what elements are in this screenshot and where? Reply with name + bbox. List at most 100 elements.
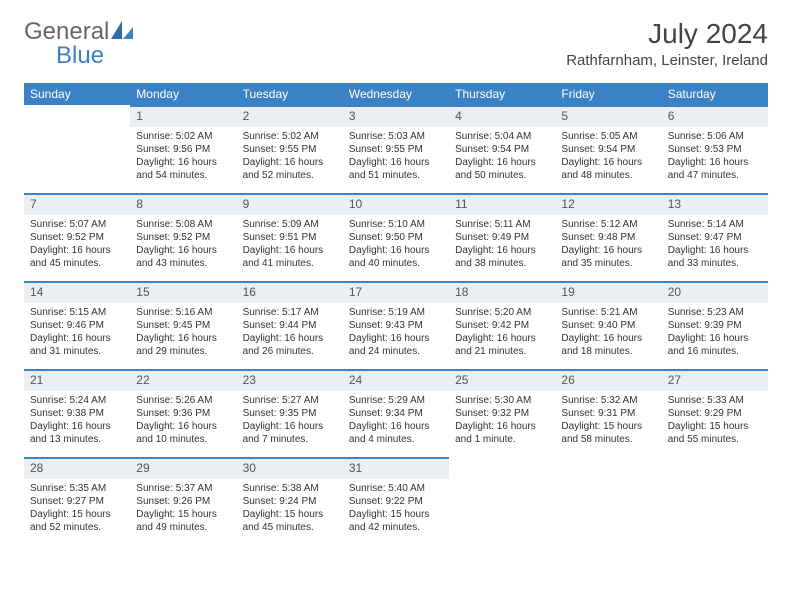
day-number: 29 — [130, 457, 236, 479]
header: General July 2024 Rathfarnham, Leinster,… — [24, 18, 768, 69]
calendar: SundayMondayTuesdayWednesdayThursdayFrid… — [24, 83, 768, 545]
day-number: 12 — [555, 193, 661, 215]
calendar-row: 14Sunrise: 5:15 AMSunset: 9:46 PMDayligh… — [24, 281, 768, 369]
day-number: 18 — [449, 281, 555, 303]
sunset-line: Sunset: 9:46 PM — [30, 319, 124, 332]
daylight-line: Daylight: 16 hours and 24 minutes. — [349, 332, 443, 358]
weekday-header: Wednesday — [343, 83, 449, 105]
daylight-line: Daylight: 16 hours and 7 minutes. — [243, 420, 337, 446]
sunrise-line: Sunrise: 5:08 AM — [136, 218, 230, 231]
sunrise-line: Sunrise: 5:16 AM — [136, 306, 230, 319]
day-body: Sunrise: 5:24 AMSunset: 9:38 PMDaylight:… — [24, 391, 130, 450]
day-cell: 18Sunrise: 5:20 AMSunset: 9:42 PMDayligh… — [449, 281, 555, 369]
daylight-line: Daylight: 15 hours and 45 minutes. — [243, 508, 337, 534]
day-body: Sunrise: 5:06 AMSunset: 9:53 PMDaylight:… — [662, 127, 768, 186]
sunrise-line: Sunrise: 5:05 AM — [561, 130, 655, 143]
daylight-line: Daylight: 16 hours and 51 minutes. — [349, 156, 443, 182]
day-number: 26 — [555, 369, 661, 391]
day-body: Sunrise: 5:30 AMSunset: 9:32 PMDaylight:… — [449, 391, 555, 450]
sunset-line: Sunset: 9:22 PM — [349, 495, 443, 508]
day-cell: 19Sunrise: 5:21 AMSunset: 9:40 PMDayligh… — [555, 281, 661, 369]
day-cell: 7Sunrise: 5:07 AMSunset: 9:52 PMDaylight… — [24, 193, 130, 281]
sunrise-line: Sunrise: 5:11 AM — [455, 218, 549, 231]
day-body: Sunrise: 5:19 AMSunset: 9:43 PMDaylight:… — [343, 303, 449, 362]
day-number: 1 — [130, 105, 236, 127]
daylight-line: Daylight: 16 hours and 48 minutes. — [561, 156, 655, 182]
sunrise-line: Sunrise: 5:02 AM — [243, 130, 337, 143]
sunrise-line: Sunrise: 5:10 AM — [349, 218, 443, 231]
daylight-line: Daylight: 15 hours and 42 minutes. — [349, 508, 443, 534]
daylight-line: Daylight: 16 hours and 29 minutes. — [136, 332, 230, 358]
day-body: Sunrise: 5:32 AMSunset: 9:31 PMDaylight:… — [555, 391, 661, 450]
daylight-line: Daylight: 15 hours and 49 minutes. — [136, 508, 230, 534]
daylight-line: Daylight: 16 hours and 43 minutes. — [136, 244, 230, 270]
day-cell: 28Sunrise: 5:35 AMSunset: 9:27 PMDayligh… — [24, 457, 130, 545]
sunset-line: Sunset: 9:27 PM — [30, 495, 124, 508]
title-block: July 2024 Rathfarnham, Leinster, Ireland — [566, 18, 768, 69]
sunset-line: Sunset: 9:29 PM — [668, 407, 762, 420]
sunset-line: Sunset: 9:50 PM — [349, 231, 443, 244]
weekday-header: Thursday — [449, 83, 555, 105]
daylight-line: Daylight: 16 hours and 33 minutes. — [668, 244, 762, 270]
weekday-header: Sunday — [24, 83, 130, 105]
day-cell: 22Sunrise: 5:26 AMSunset: 9:36 PMDayligh… — [130, 369, 236, 457]
day-body: Sunrise: 5:21 AMSunset: 9:40 PMDaylight:… — [555, 303, 661, 362]
sunset-line: Sunset: 9:52 PM — [136, 231, 230, 244]
day-body: Sunrise: 5:03 AMSunset: 9:55 PMDaylight:… — [343, 127, 449, 186]
day-body: Sunrise: 5:02 AMSunset: 9:56 PMDaylight:… — [130, 127, 236, 186]
calendar-row: 7Sunrise: 5:07 AMSunset: 9:52 PMDaylight… — [24, 193, 768, 281]
sunset-line: Sunset: 9:40 PM — [561, 319, 655, 332]
sunset-line: Sunset: 9:34 PM — [349, 407, 443, 420]
weekday-row: SundayMondayTuesdayWednesdayThursdayFrid… — [24, 83, 768, 105]
day-cell: 31Sunrise: 5:40 AMSunset: 9:22 PMDayligh… — [343, 457, 449, 545]
sunset-line: Sunset: 9:53 PM — [668, 143, 762, 156]
empty-cell — [555, 457, 661, 545]
day-body: Sunrise: 5:14 AMSunset: 9:47 PMDaylight:… — [662, 215, 768, 274]
day-cell: 25Sunrise: 5:30 AMSunset: 9:32 PMDayligh… — [449, 369, 555, 457]
day-number: 31 — [343, 457, 449, 479]
sunset-line: Sunset: 9:31 PM — [561, 407, 655, 420]
sunset-line: Sunset: 9:48 PM — [561, 231, 655, 244]
daylight-line: Daylight: 16 hours and 52 minutes. — [243, 156, 337, 182]
day-cell: 26Sunrise: 5:32 AMSunset: 9:31 PMDayligh… — [555, 369, 661, 457]
day-number: 9 — [237, 193, 343, 215]
day-cell: 23Sunrise: 5:27 AMSunset: 9:35 PMDayligh… — [237, 369, 343, 457]
day-cell: 15Sunrise: 5:16 AMSunset: 9:45 PMDayligh… — [130, 281, 236, 369]
sunset-line: Sunset: 9:49 PM — [455, 231, 549, 244]
day-body: Sunrise: 5:20 AMSunset: 9:42 PMDaylight:… — [449, 303, 555, 362]
day-number: 6 — [662, 105, 768, 127]
daylight-line: Daylight: 16 hours and 26 minutes. — [243, 332, 337, 358]
day-number: 16 — [237, 281, 343, 303]
sunset-line: Sunset: 9:44 PM — [243, 319, 337, 332]
empty-cell — [662, 457, 768, 545]
day-number: 28 — [24, 457, 130, 479]
day-cell: 13Sunrise: 5:14 AMSunset: 9:47 PMDayligh… — [662, 193, 768, 281]
day-body: Sunrise: 5:17 AMSunset: 9:44 PMDaylight:… — [237, 303, 343, 362]
day-cell: 30Sunrise: 5:38 AMSunset: 9:24 PMDayligh… — [237, 457, 343, 545]
sunrise-line: Sunrise: 5:15 AM — [30, 306, 124, 319]
day-cell: 5Sunrise: 5:05 AMSunset: 9:54 PMDaylight… — [555, 105, 661, 193]
sunrise-line: Sunrise: 5:04 AM — [455, 130, 549, 143]
sunset-line: Sunset: 9:51 PM — [243, 231, 337, 244]
day-number: 3 — [343, 105, 449, 127]
calendar-row: 1Sunrise: 5:02 AMSunset: 9:56 PMDaylight… — [24, 105, 768, 193]
day-cell: 6Sunrise: 5:06 AMSunset: 9:53 PMDaylight… — [662, 105, 768, 193]
day-body: Sunrise: 5:23 AMSunset: 9:39 PMDaylight:… — [662, 303, 768, 362]
day-cell: 4Sunrise: 5:04 AMSunset: 9:54 PMDaylight… — [449, 105, 555, 193]
day-cell: 2Sunrise: 5:02 AMSunset: 9:55 PMDaylight… — [237, 105, 343, 193]
sail-icon — [111, 18, 133, 46]
calendar-body: 1Sunrise: 5:02 AMSunset: 9:56 PMDaylight… — [24, 105, 768, 545]
sunrise-line: Sunrise: 5:09 AM — [243, 218, 337, 231]
sunset-line: Sunset: 9:35 PM — [243, 407, 337, 420]
weekday-header: Saturday — [662, 83, 768, 105]
day-number: 23 — [237, 369, 343, 391]
day-cell: 17Sunrise: 5:19 AMSunset: 9:43 PMDayligh… — [343, 281, 449, 369]
day-body: Sunrise: 5:15 AMSunset: 9:46 PMDaylight:… — [24, 303, 130, 362]
day-number: 4 — [449, 105, 555, 127]
daylight-line: Daylight: 16 hours and 47 minutes. — [668, 156, 762, 182]
day-number: 2 — [237, 105, 343, 127]
daylight-line: Daylight: 16 hours and 4 minutes. — [349, 420, 443, 446]
day-cell: 21Sunrise: 5:24 AMSunset: 9:38 PMDayligh… — [24, 369, 130, 457]
day-body: Sunrise: 5:04 AMSunset: 9:54 PMDaylight:… — [449, 127, 555, 186]
day-cell: 24Sunrise: 5:29 AMSunset: 9:34 PMDayligh… — [343, 369, 449, 457]
